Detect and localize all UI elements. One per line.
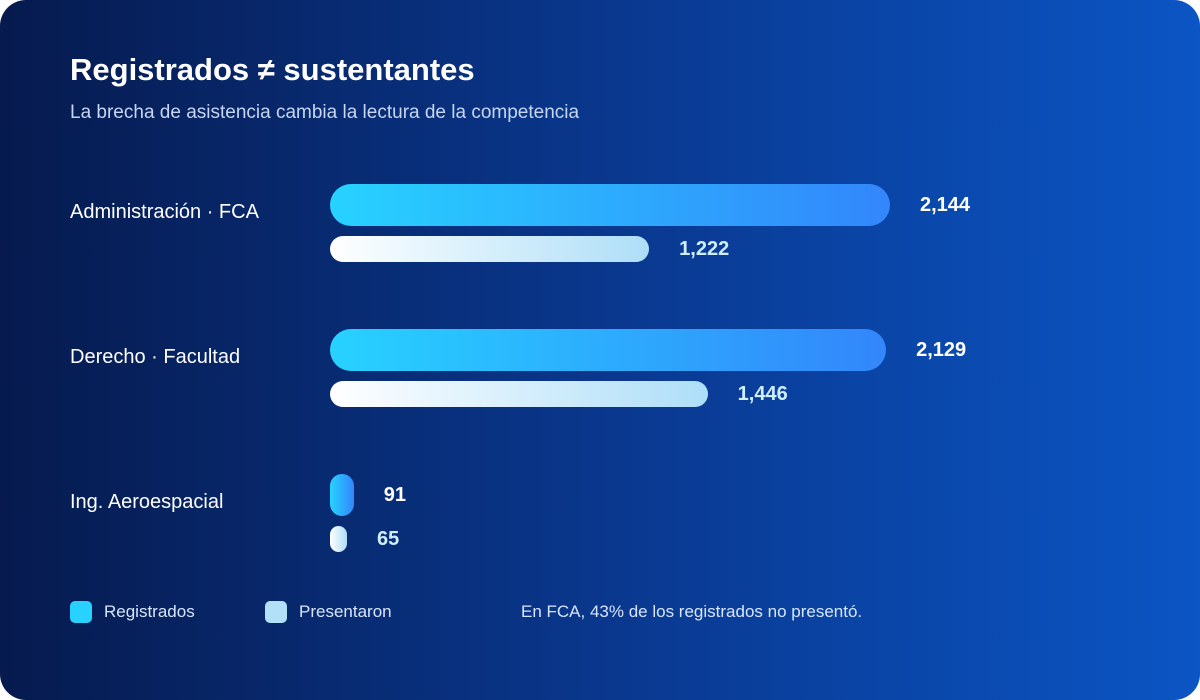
bar-registrados <box>330 184 890 226</box>
category-label: Administración · FCA <box>70 201 259 223</box>
bar-presentaron <box>330 381 708 407</box>
value-label-presentaron: 1,446 <box>737 382 788 405</box>
legend-swatch-registrados <box>70 601 92 623</box>
bar-registrados <box>330 329 887 371</box>
bar-presentaron <box>330 236 650 262</box>
bar-registrados <box>330 474 354 516</box>
legend-label-registrados: Registrados <box>104 602 195 621</box>
legend-label-presentaron: Presentaron <box>299 602 392 621</box>
bar-presentaron <box>330 526 347 552</box>
legend-swatch-presentaron <box>265 601 287 623</box>
value-label-registrados: 91 <box>383 483 407 506</box>
chart-annotation: En FCA, 43% de los registrados no presen… <box>521 602 863 621</box>
value-label-registrados: 2,144 <box>920 193 971 216</box>
category-label: Derecho · Facultad <box>70 346 241 368</box>
value-label-registrados: 2,129 <box>916 338 967 361</box>
chart-title: Registrados ≠ sustentantes <box>70 52 475 87</box>
value-label-presentaron: 1,222 <box>679 237 730 260</box>
chart-subtitle: La brecha de asistencia cambia la lectur… <box>70 102 580 123</box>
value-label-presentaron: 65 <box>376 527 400 550</box>
category-label: Ing. Aeroespacial <box>70 491 224 513</box>
